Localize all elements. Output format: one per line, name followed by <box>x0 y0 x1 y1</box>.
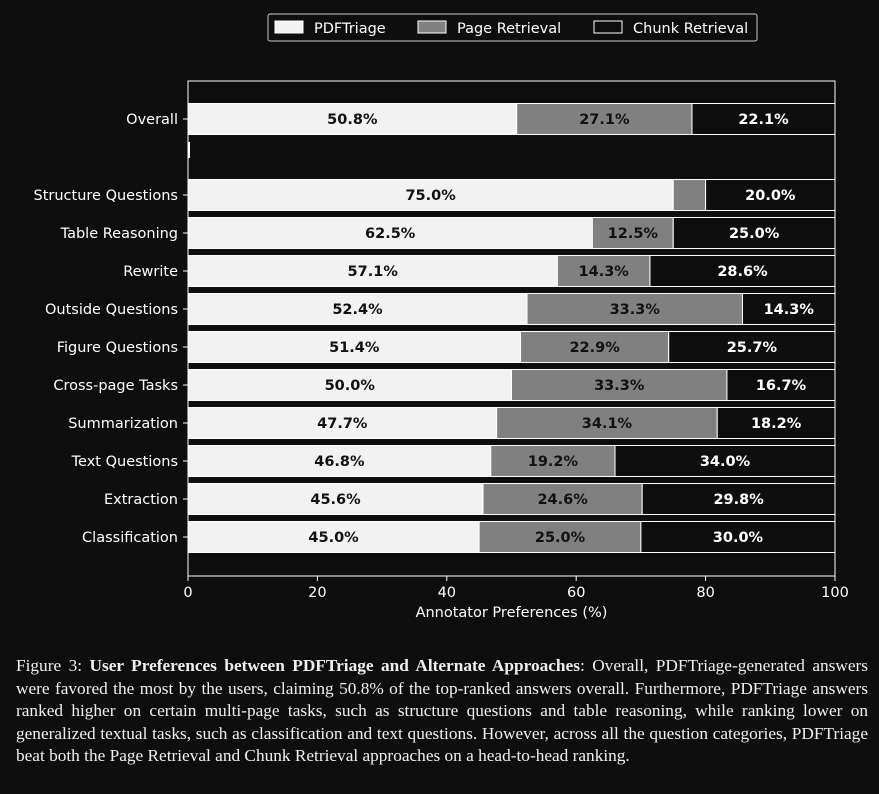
axes: Overall Structure Questions Table Reasonin… <box>34 80 849 621</box>
legend-swatch-pdftriage <box>274 20 304 34</box>
y-tick-label-rewrite: Rewrite <box>123 264 178 280</box>
data-label-pdftriage-outside-questions: 52.4% <box>332 302 383 318</box>
data-label-chunk-retrieval-outside-questions: 14.3% <box>764 302 815 318</box>
data-label-pdftriage-overall: 50.8% <box>327 112 378 128</box>
data-label-pdftriage-structure-questions: 75.0% <box>405 188 456 204</box>
data-label-page-retrieval-summarization: 34.1% <box>582 416 633 432</box>
bar-pdftriage-rewrite <box>187 255 558 287</box>
y-tick-label-classification: Classification <box>82 530 178 546</box>
bar-chunk-retrieval-figure-questions <box>668 331 836 363</box>
bar-chunk-retrieval-structure-questions <box>705 179 836 211</box>
data-label-chunk-retrieval-figure-questions: 25.7% <box>727 340 778 356</box>
data-label-pdftriage-classification: 45.0% <box>308 530 359 546</box>
data-label-chunk-retrieval-text-questions: 34.0% <box>700 454 751 470</box>
y-tick-label-summarization: Summarization <box>68 416 178 432</box>
y-tick-label-overall: Overall <box>126 112 178 128</box>
x-axis-label: Annotator Preferences (%) <box>416 605 608 621</box>
bar-page-retrieval-outside-questions <box>526 293 743 325</box>
data-label-page-retrieval-overall: 27.1% <box>579 112 630 128</box>
bar-page-retrieval-rewrite <box>556 255 651 287</box>
data-label-chunk-retrieval-structure-questions: 20.0% <box>745 188 796 204</box>
y-tick-label-figure-questions: Figure Questions <box>57 340 178 356</box>
bar-pdftriage-text-questions <box>187 445 492 477</box>
bar-chunk-retrieval-summarization <box>716 407 836 439</box>
data-label-chunk-retrieval-table-reasoning: 25.0% <box>729 226 780 242</box>
y-tick-label-outside-questions: Outside Questions <box>45 302 178 318</box>
bar-pdftriage-extraction <box>187 483 484 515</box>
bar-chunk-retrieval-extraction <box>641 483 836 515</box>
bar-chunk-retrieval-text-questions <box>614 445 836 477</box>
x-tick-label-0: 0 <box>183 585 192 601</box>
data-label-chunk-retrieval-extraction: 29.8% <box>713 492 764 508</box>
legend: PDFTriage Page Retrieval Chunk Retrieval <box>267 13 758 42</box>
data-label-pdftriage-table-reasoning: 62.5% <box>365 226 416 242</box>
bar-page-retrieval-classification <box>478 521 642 553</box>
bar-pdftriage-outside-questions <box>187 293 528 325</box>
x-tick-label-60: 60 <box>567 585 585 601</box>
x-tick-label-20: 20 <box>308 585 326 601</box>
y-tick-label-text-questions: Text Questions <box>71 454 178 470</box>
stacked-bar-chart: PDFTriage Page Retrieval Chunk Retrieval 5… <box>34 13 849 621</box>
y-tick-label-cross-page-tasks: Cross-page Tasks <box>53 378 178 394</box>
data-label-pdftriage-summarization: 47.7% <box>317 416 368 432</box>
bar-chunk-retrieval-classification <box>640 521 836 553</box>
bar-page-retrieval-table-reasoning <box>591 217 674 249</box>
data-label-page-retrieval-cross-page-tasks: 33.3% <box>594 378 645 394</box>
data-label-page-retrieval-extraction: 24.6% <box>537 492 588 508</box>
data-label-pdftriage-extraction: 45.6% <box>310 492 361 508</box>
data-label-chunk-retrieval-cross-page-tasks: 16.7% <box>756 378 807 394</box>
legend-swatch-page-retrieval <box>417 20 447 34</box>
x-tick-label-100: 100 <box>821 585 849 601</box>
legend-label-chunk-retrieval: Chunk Retrieval <box>633 21 748 37</box>
bar-pdftriage-cross-page-tasks <box>187 369 512 401</box>
caption-bold-title: User Preferences between PDFTriage and A… <box>89 656 580 675</box>
x-tick-label-80: 80 <box>696 585 714 601</box>
caption-body: : Overall, PDFTriage-generated answers w… <box>16 656 869 766</box>
caption-prefix: Figure 3: <box>16 656 90 675</box>
data-label-pdftriage-cross-page-tasks: 50.0% <box>325 378 376 394</box>
legend-label-pdftriage: PDFTriage <box>314 21 386 37</box>
data-label-page-retrieval-outside-questions: 33.3% <box>610 302 661 318</box>
data-label-chunk-retrieval-classification: 30.0% <box>713 530 764 546</box>
data-label-page-retrieval-classification: 25.0% <box>535 530 586 546</box>
bar-pdftriage-overall <box>187 103 518 135</box>
data-label-chunk-retrieval-summarization: 18.2% <box>751 416 802 432</box>
y-tick-label-structure-questions: Structure Questions <box>34 188 178 204</box>
data-label-pdftriage-text-questions: 46.8% <box>314 454 365 470</box>
data-label-page-retrieval-figure-questions: 22.9% <box>569 340 620 356</box>
bar-chunk-retrieval-table-reasoning <box>672 217 836 249</box>
bar-pdftriage-table-reasoning <box>187 217 593 249</box>
data-label-chunk-retrieval-rewrite: 28.6% <box>717 264 768 280</box>
figure-caption: Figure 3: User Preferences between PDFTr… <box>16 655 868 768</box>
bar-pdftriage-structure-questions <box>187 179 674 211</box>
bar-chunk-retrieval-outside-questions <box>741 293 836 325</box>
x-tick-label-40: 40 <box>438 585 456 601</box>
axes-frame <box>187 80 836 577</box>
data-label-page-retrieval-table-reasoning: 12.5% <box>608 226 659 242</box>
bars: 50.8% 27.1% 22.1% 75.0% 20.0% 62.5% 12.5% 25.0%… <box>187 81 836 576</box>
data-label-page-retrieval-text-questions: 19.2% <box>528 454 579 470</box>
legend-label-page-retrieval: Page Retrieval <box>457 21 561 37</box>
y-tick-label-table-reasoning: Table Reasoning <box>60 226 178 242</box>
y-tick-label-extraction: Extraction <box>104 492 178 508</box>
bar-page-retrieval-structure-questions <box>672 179 707 211</box>
bar-pdftriage-summarization <box>187 407 498 439</box>
bar-chunk-retrieval-rewrite <box>649 255 836 287</box>
data-label-chunk-retrieval-overall: 22.1% <box>738 112 789 128</box>
data-label-page-retrieval-rewrite: 14.3% <box>579 264 630 280</box>
legend-frame <box>267 13 758 42</box>
legend-swatch-chunk-retrieval <box>593 20 623 34</box>
data-label-pdftriage-rewrite: 57.1% <box>348 264 399 280</box>
bar-pdftriage-classification <box>187 521 480 553</box>
bar-page-retrieval-extraction <box>482 483 643 515</box>
data-label-pdftriage-figure-questions: 51.4% <box>329 340 380 356</box>
